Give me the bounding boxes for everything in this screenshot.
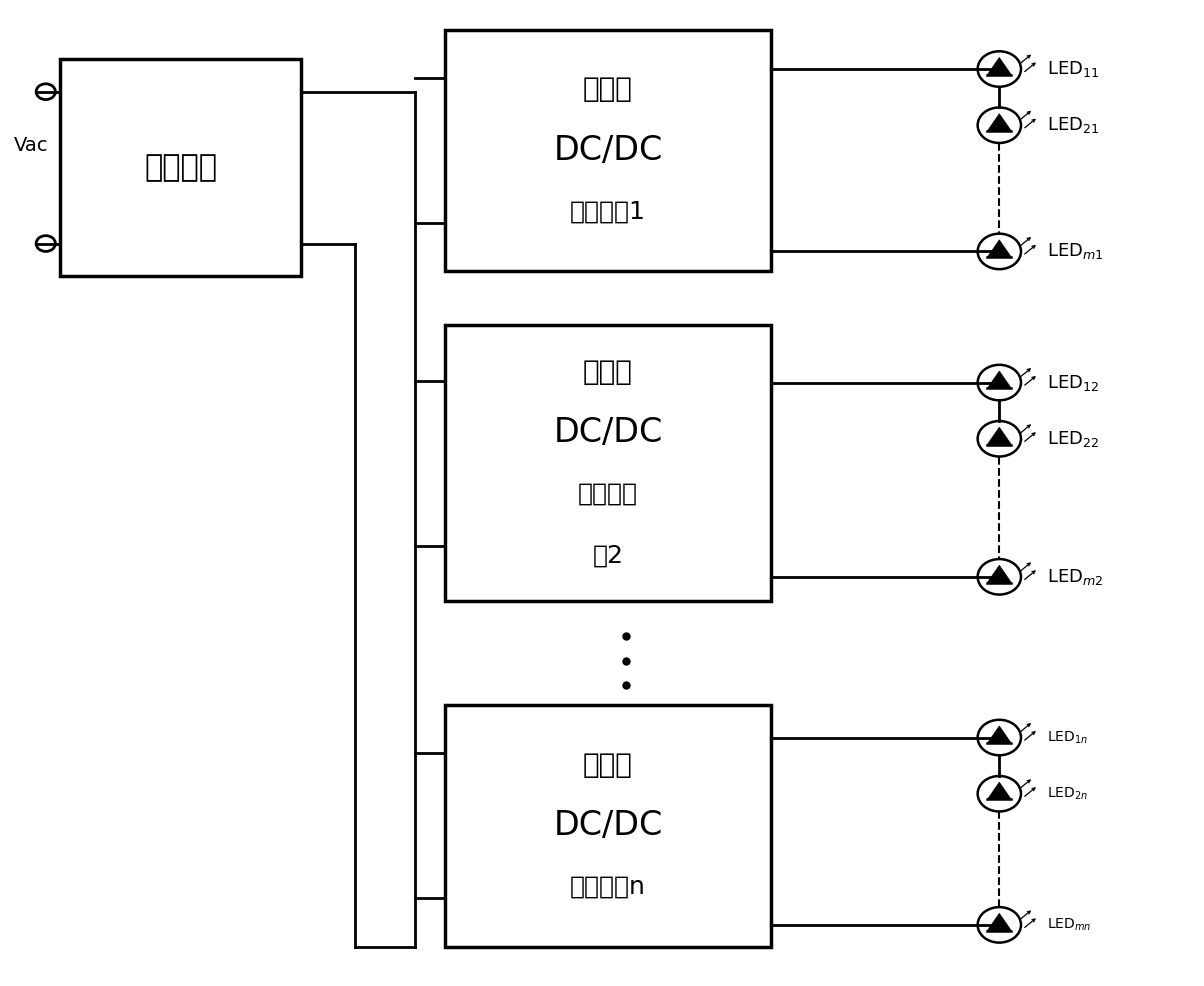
Circle shape bbox=[36, 84, 55, 100]
Text: 恒流电路: 恒流电路 bbox=[578, 482, 638, 506]
Circle shape bbox=[36, 236, 55, 251]
Bar bbox=[445, 325, 771, 601]
Polygon shape bbox=[987, 565, 1011, 583]
Polygon shape bbox=[987, 427, 1011, 445]
Polygon shape bbox=[987, 240, 1011, 257]
Polygon shape bbox=[987, 371, 1011, 388]
Text: LED$_{m2}$: LED$_{m2}$ bbox=[1047, 567, 1104, 587]
Text: LED$_{21}$: LED$_{21}$ bbox=[1047, 115, 1099, 135]
Text: LED$_{12}$: LED$_{12}$ bbox=[1047, 373, 1099, 392]
Text: 恒压模块: 恒压模块 bbox=[144, 153, 217, 182]
Text: DC/DC: DC/DC bbox=[554, 416, 662, 450]
Text: 非隔离: 非隔离 bbox=[583, 358, 633, 386]
Text: DC/DC: DC/DC bbox=[554, 134, 662, 167]
Text: LED$_{mn}$: LED$_{mn}$ bbox=[1047, 917, 1092, 933]
Polygon shape bbox=[987, 913, 1011, 931]
Text: 非隔离: 非隔离 bbox=[583, 750, 633, 779]
Polygon shape bbox=[987, 726, 1011, 743]
Text: 非隔离: 非隔离 bbox=[583, 75, 633, 104]
Text: LED$_{11}$: LED$_{11}$ bbox=[1047, 59, 1099, 79]
Text: LED$_{2n}$: LED$_{2n}$ bbox=[1047, 786, 1088, 802]
Text: DC/DC: DC/DC bbox=[554, 810, 662, 842]
Polygon shape bbox=[987, 57, 1011, 75]
Text: 路2: 路2 bbox=[592, 543, 624, 567]
Bar bbox=[445, 30, 771, 271]
Polygon shape bbox=[987, 782, 1011, 800]
Bar bbox=[445, 705, 771, 947]
Text: LED$_{1n}$: LED$_{1n}$ bbox=[1047, 730, 1088, 745]
Bar bbox=[60, 59, 301, 276]
Text: 恒流电路n: 恒流电路n bbox=[569, 875, 647, 899]
Text: LED$_{m1}$: LED$_{m1}$ bbox=[1047, 242, 1104, 261]
Text: 恒流电路1: 恒流电路1 bbox=[569, 199, 647, 224]
Text: Vac: Vac bbox=[13, 136, 48, 156]
Text: LED$_{22}$: LED$_{22}$ bbox=[1047, 429, 1099, 449]
Polygon shape bbox=[987, 113, 1011, 131]
